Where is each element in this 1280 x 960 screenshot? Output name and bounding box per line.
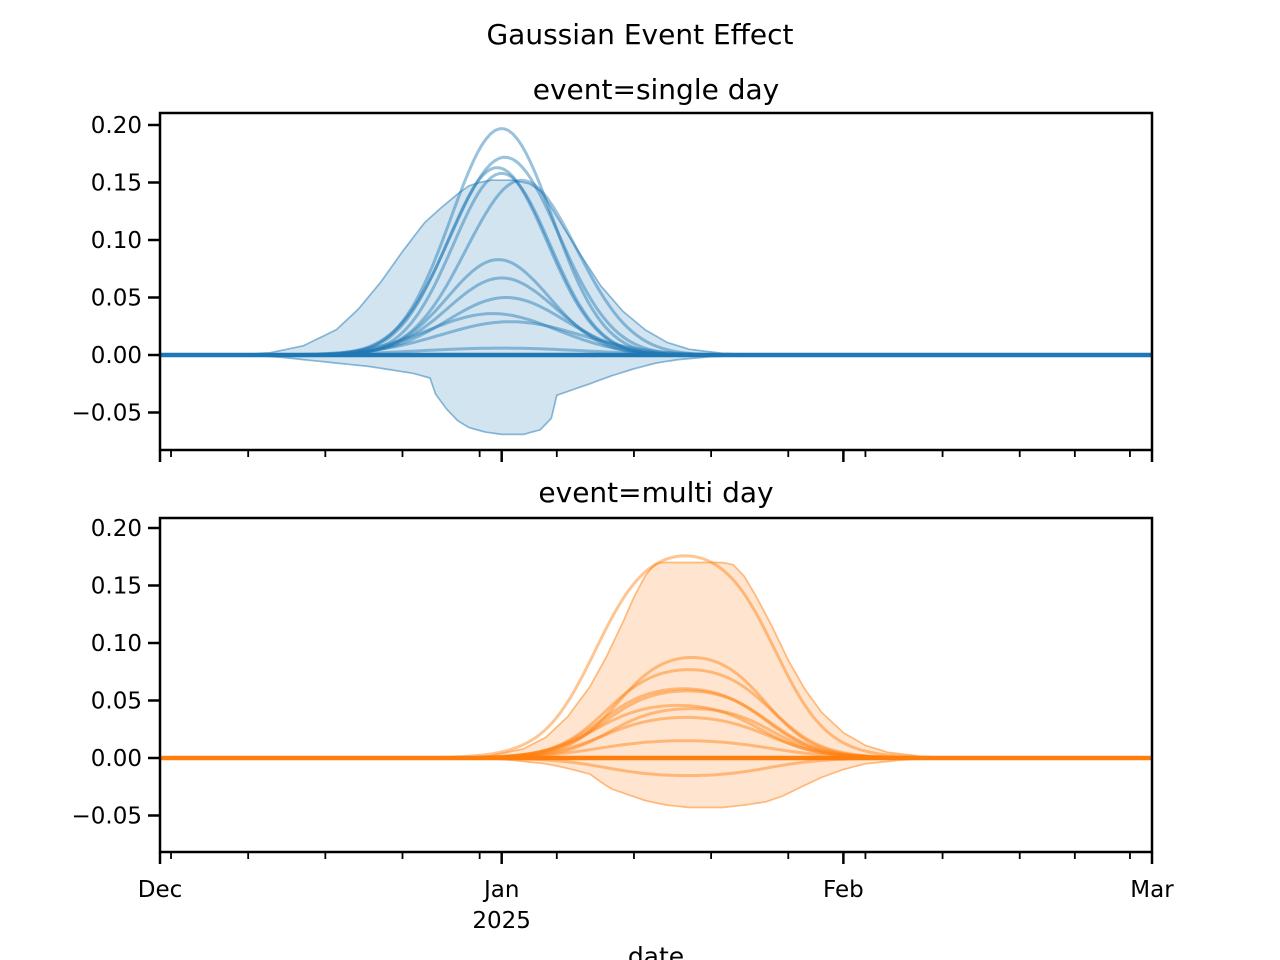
y-tick-label: 0.00 bbox=[91, 343, 142, 369]
y-tick-label: 0.05 bbox=[91, 689, 142, 715]
uncertainty-band bbox=[160, 179, 1152, 436]
y-tick-label: −0.05 bbox=[72, 401, 142, 427]
x-tick-label: Dec bbox=[138, 877, 183, 903]
subplot-single-day: 0.20 0.15 0.10 0.05 0.00 −0.05 bbox=[72, 111, 1154, 462]
subplot-title-multi-day: event=multi day bbox=[538, 476, 773, 509]
y-tick-label: 0.05 bbox=[91, 286, 142, 312]
x-year-label: 2025 bbox=[472, 908, 531, 934]
y-tick-label: 0.10 bbox=[91, 228, 142, 254]
x-axis-label: date bbox=[628, 942, 684, 960]
x-tick-label: Feb bbox=[823, 877, 864, 903]
uncertainty-band bbox=[160, 561, 1152, 809]
sample-curve bbox=[160, 172, 1150, 357]
y-tick-label: 0.20 bbox=[91, 113, 142, 139]
sample-curve bbox=[160, 155, 1150, 357]
figure-suptitle: Gaussian Event Effect bbox=[486, 18, 793, 51]
sample-curve bbox=[160, 178, 1150, 357]
subplot-title-single-day: event=single day bbox=[533, 73, 780, 106]
y-tick-label: 0.00 bbox=[91, 746, 142, 772]
axes-spines bbox=[158, 516, 1154, 854]
y-tick-label: 0.20 bbox=[91, 516, 142, 542]
plot-area bbox=[160, 127, 1152, 436]
plot-area bbox=[160, 554, 1152, 809]
axes-spines bbox=[158, 111, 1154, 452]
x-tick-label: Mar bbox=[1130, 877, 1174, 903]
y-tick-label: 0.15 bbox=[91, 574, 142, 600]
sample-curve bbox=[160, 127, 1150, 357]
y-tick-label: 0.10 bbox=[91, 631, 142, 657]
subplot-multi-day: 0.20 0.15 0.10 0.05 0.00 −0.05 Dec Jan Feb Mar 202… bbox=[72, 516, 1175, 934]
sample-curve bbox=[160, 166, 1150, 357]
y-tick-label: 0.15 bbox=[91, 171, 142, 197]
y-tick-label: −0.05 bbox=[72, 804, 142, 830]
x-tick-label: Jan bbox=[482, 877, 519, 903]
